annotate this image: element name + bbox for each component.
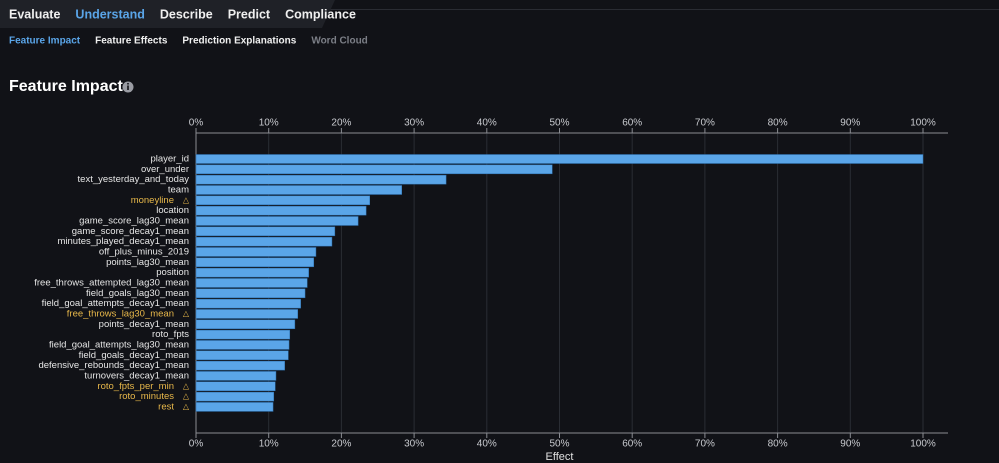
- y-tick-label: field_goal_attempts_lag30_mean: [49, 339, 189, 350]
- x-tick-label: 20%: [331, 439, 351, 450]
- nav-bar: [0, 0, 335, 28]
- bar: [195, 278, 308, 288]
- nav-tab[interactable]: Describe: [160, 7, 213, 21]
- bar: [195, 185, 402, 195]
- nav-tab[interactable]: Compliance: [285, 7, 356, 21]
- y-tick-label: minutes_played_decay1_mean: [57, 236, 189, 247]
- bar: [195, 381, 276, 392]
- x-tick-label: 30%: [404, 439, 424, 450]
- x-tick-label: 10%: [259, 439, 279, 450]
- bar: [195, 391, 275, 402]
- bar: [195, 195, 371, 206]
- y-tick-label: game_score_lag30_mean: [79, 215, 189, 226]
- y-tick-label: location: [156, 205, 189, 216]
- x-axis-label: Effect: [546, 451, 574, 463]
- y-tick-label: off_plus_minus_2019: [99, 246, 189, 257]
- x-tick-label: 70%: [695, 118, 715, 129]
- x-tick-label: 40%: [477, 439, 497, 450]
- bar: [195, 164, 553, 175]
- bar: [195, 236, 333, 247]
- y-tick-label: text_yesterday_and_today: [78, 174, 190, 185]
- y-tick-label: player_id: [150, 154, 189, 165]
- x-tick-label: 80%: [768, 439, 788, 450]
- warning-icon[interactable]: △: [183, 195, 190, 204]
- x-tick-label: 90%: [840, 439, 860, 450]
- bar: [195, 247, 317, 257]
- bar: [195, 319, 296, 330]
- bar: [195, 360, 285, 371]
- bar: [195, 309, 299, 319]
- info-icon-dot: [127, 82, 129, 85]
- y-tick-label: roto_fpts_per_min: [97, 381, 174, 392]
- y-tick-label: field_goals_lag30_mean: [86, 288, 189, 299]
- y-tick-label: moneyline: [131, 195, 174, 206]
- y-tick-label: points_lag30_mean: [106, 257, 189, 268]
- y-tick-label: position: [156, 267, 189, 278]
- subnav-tab[interactable]: Feature Effects: [95, 36, 168, 47]
- x-tick-label: 30%: [404, 118, 424, 129]
- info-icon-stem: [127, 85, 129, 90]
- subnav-tab[interactable]: Feature Impact: [9, 36, 81, 47]
- bar: [195, 174, 447, 185]
- bar: [195, 329, 291, 340]
- x-tick-label: 0%: [189, 439, 204, 450]
- x-tick-label: 0%: [189, 118, 204, 129]
- y-tick-label: roto_fpts: [152, 329, 189, 340]
- x-tick-label: 70%: [695, 439, 715, 450]
- nav-tab[interactable]: Predict: [228, 7, 271, 21]
- bar: [195, 267, 309, 278]
- warning-icon[interactable]: △: [183, 381, 190, 390]
- chart: 0% 0% 10% 10% 20% 20% 30% 30% 40% 40% 50% 50% 60% 60%…: [34, 118, 948, 463]
- x-tick-label: 100%: [910, 439, 936, 450]
- nav-tab[interactable]: Understand: [75, 7, 144, 21]
- bar: [195, 402, 274, 412]
- y-tick-label: points_decay1_mean: [99, 319, 189, 330]
- x-tick-label: 100%: [910, 118, 936, 129]
- bar: [195, 216, 359, 226]
- x-tick-label: 50%: [549, 118, 569, 129]
- y-tick-label: free_throws_lag30_mean: [67, 308, 174, 319]
- y-tick-label: field_goal_attempts_decay1_mean: [42, 298, 189, 309]
- warning-icon[interactable]: △: [183, 402, 190, 411]
- top-line: [0, 9, 999, 10]
- x-tick-label: 20%: [331, 118, 351, 129]
- bar: [195, 340, 290, 350]
- bar: [195, 371, 277, 381]
- subnav-tab[interactable]: Prediction Explanations: [182, 36, 296, 47]
- x-tick-label: 60%: [622, 118, 642, 129]
- y-tick-label: turnovers_decay1_mean: [84, 370, 189, 381]
- bar: [195, 205, 367, 216]
- y-tick-label: game_score_decay1_mean: [72, 226, 189, 237]
- bar: [195, 350, 289, 361]
- warning-icon[interactable]: △: [183, 309, 190, 318]
- y-tick-label: free_throws_attempted_lag30_mean: [34, 277, 189, 288]
- bar: [195, 154, 924, 164]
- warning-icon[interactable]: △: [183, 392, 190, 401]
- x-tick-label: 80%: [768, 118, 788, 129]
- x-tick-label: 10%: [259, 118, 279, 129]
- bar: [195, 226, 336, 237]
- subnav: Feature Impact Feature Effects Prediction …: [9, 36, 368, 47]
- nav: Evaluate Understand Describe Predict Complia…: [9, 7, 356, 21]
- bar: [195, 288, 306, 299]
- y-tick-label: roto_minutes: [119, 391, 174, 402]
- y-tick-label: defensive_rebounds_decay1_mean: [38, 360, 189, 371]
- x-tick-label: 50%: [549, 439, 569, 450]
- y-tick-label: over_under: [141, 164, 189, 175]
- bar: [195, 257, 315, 268]
- x-tick-label: 90%: [840, 118, 860, 129]
- bar: [195, 298, 301, 309]
- y-tick-label: field_goals_decay1_mean: [79, 350, 189, 361]
- x-tick-label: 40%: [477, 118, 497, 129]
- nav-tab[interactable]: Evaluate: [9, 7, 60, 21]
- y-tick-label: team: [168, 185, 189, 196]
- y-tick-label: rest: [158, 401, 174, 412]
- x-tick-label: 60%: [622, 439, 642, 450]
- heading: Feature Impact: [9, 78, 123, 95]
- subnav-tab[interactable]: Word Cloud: [311, 36, 367, 47]
